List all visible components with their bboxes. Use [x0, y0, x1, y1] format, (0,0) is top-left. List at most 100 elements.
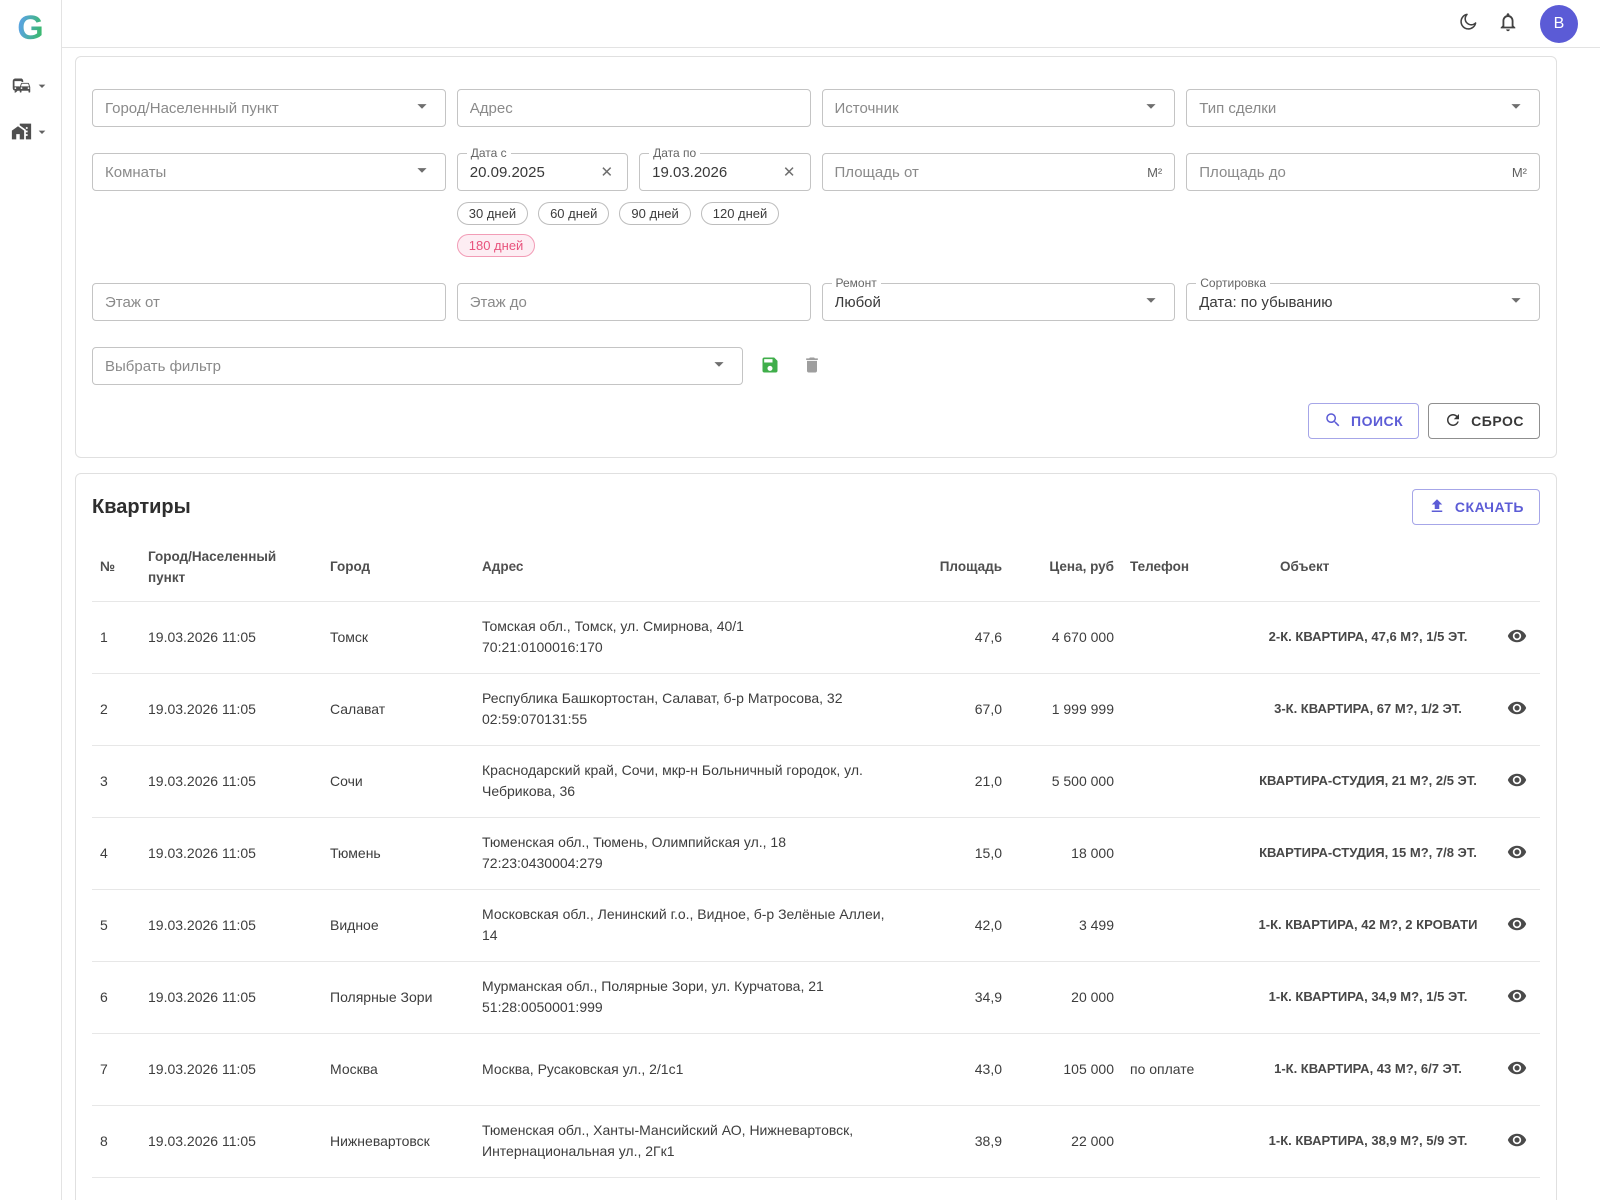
view-button[interactable] — [1504, 1055, 1530, 1084]
chevron-down-icon — [1140, 289, 1162, 315]
floor-to-input[interactable] — [457, 283, 811, 321]
row-object: 1-К. КВАРТИРА, 34,9 М?, 1/5 ЭТ. — [1242, 961, 1494, 1033]
download-button-label: СКАЧАТЬ — [1455, 499, 1524, 515]
address-line: Краснодарский край, Сочи, мкр-н Больничн… — [482, 760, 902, 803]
sidebar-item-realty[interactable] — [9, 117, 52, 149]
area-to-input[interactable] — [1199, 164, 1504, 181]
clear-icon[interactable]: ✕ — [781, 163, 798, 181]
row-price: 105 000 — [1010, 1033, 1122, 1105]
row-price: 3 499 — [1010, 889, 1122, 961]
period-chip[interactable]: 60 дней — [538, 202, 609, 225]
refresh-icon — [1444, 411, 1462, 432]
floor-from-input[interactable] — [92, 283, 446, 321]
col-settlement: Город/Населенный пункт — [140, 535, 322, 601]
save-filter-button[interactable] — [757, 352, 783, 381]
cadastre-line: 51:28:0050001:999 — [482, 997, 902, 1019]
saved-filter-select[interactable]: Выбрать фильтр — [92, 347, 743, 385]
view-button[interactable] — [1504, 983, 1530, 1012]
view-button[interactable] — [1504, 911, 1530, 940]
filter-panel: Город/Населенный пункт Источник — [75, 56, 1557, 458]
row-datetime: 19.03.2026 11:05 — [140, 889, 322, 961]
view-button[interactable] — [1504, 695, 1530, 724]
row-number: 6 — [92, 961, 140, 1033]
rooms-select[interactable]: Комнаты — [92, 153, 446, 191]
row-object: КВАРТИРА-СТУДИЯ, 21 М?, 2/5 ЭТ. — [1242, 745, 1494, 817]
main-content: Город/Населенный пункт Источник — [62, 48, 1600, 1200]
view-button[interactable] — [1504, 1127, 1530, 1156]
cadastre-line: 70:21:0100016:170 — [482, 637, 902, 659]
page-title: Квартиры — [92, 496, 191, 519]
buildings-icon — [11, 121, 32, 145]
source-select[interactable]: Источник — [822, 89, 1176, 127]
chevron-down-icon — [1505, 95, 1527, 121]
date-to-field[interactable]: Дата по 19.03.2026 ✕ — [639, 153, 810, 191]
delete-filter-button[interactable] — [799, 352, 825, 381]
row-number: 1 — [92, 601, 140, 673]
notifications-button[interactable] — [1494, 8, 1522, 39]
row-area: 21,0 — [910, 745, 1010, 817]
sorting-select[interactable]: Сортировка Дата: по убыванию — [1186, 283, 1540, 321]
eye-icon — [1507, 770, 1527, 793]
address-input[interactable] — [457, 89, 811, 127]
row-price: 18 000 — [1010, 817, 1122, 889]
date-from-field[interactable]: Дата с 20.09.2025 ✕ — [457, 153, 628, 191]
renovation-select[interactable]: Ремонт Любой — [822, 283, 1176, 321]
address-line: Мурманская обл., Полярные Зори, ул. Курч… — [482, 976, 902, 998]
period-chip[interactable]: 90 дней — [619, 202, 690, 225]
row-actions — [1494, 673, 1540, 745]
row-city: Тюмень — [322, 817, 474, 889]
chevron-down-icon — [411, 159, 433, 185]
app-logo: G — [17, 9, 43, 47]
avatar[interactable]: B — [1540, 5, 1578, 43]
view-button[interactable] — [1504, 839, 1530, 868]
area-from-input[interactable] — [835, 164, 1140, 181]
chevron-down-icon — [34, 124, 50, 143]
eye-icon — [1507, 626, 1527, 649]
apartments-table: № Город/Населенный пункт Город Адрес Пло… — [92, 535, 1540, 1178]
row-phone — [1122, 601, 1242, 673]
row-address: Томская обл., Томск, ул. Смирнова, 40/1 … — [474, 601, 910, 673]
row-number: 5 — [92, 889, 140, 961]
city-select[interactable]: Город/Населенный пункт — [92, 89, 446, 127]
search-button[interactable]: ПОИСК — [1308, 403, 1419, 439]
period-chip[interactable]: 180 дней — [457, 234, 536, 257]
eye-icon — [1507, 842, 1527, 865]
period-chip[interactable]: 30 дней — [457, 202, 528, 225]
row-object: 1-К. КВАРТИРА, 38,9 М?, 5/9 ЭТ. — [1242, 1105, 1494, 1177]
chevron-down-icon — [708, 353, 730, 379]
row-area: 67,0 — [910, 673, 1010, 745]
sorting-value: Дата: по убыванию — [1199, 294, 1505, 311]
area-to-field[interactable]: М² — [1186, 153, 1540, 191]
row-city: Москва — [322, 1033, 474, 1105]
period-chip[interactable]: 120 дней — [701, 202, 780, 225]
reset-button[interactable]: СБРОС — [1428, 403, 1540, 439]
row-area: 42,0 — [910, 889, 1010, 961]
eye-icon — [1507, 698, 1527, 721]
row-actions — [1494, 745, 1540, 817]
sidebar-item-transport[interactable] — [9, 71, 52, 103]
row-area: 43,0 — [910, 1033, 1010, 1105]
row-price: 20 000 — [1010, 961, 1122, 1033]
clear-icon[interactable]: ✕ — [599, 163, 616, 181]
row-number: 8 — [92, 1105, 140, 1177]
row-phone — [1122, 1105, 1242, 1177]
row-datetime: 19.03.2026 11:05 — [140, 745, 322, 817]
theme-toggle-button[interactable] — [1454, 8, 1482, 39]
view-button[interactable] — [1504, 767, 1530, 796]
table-row: 6 19.03.2026 11:05 Полярные Зори Мурманс… — [92, 961, 1540, 1033]
table-header-row: № Город/Населенный пункт Город Адрес Пло… — [92, 535, 1540, 601]
view-button[interactable] — [1504, 623, 1530, 652]
table-row: 1 19.03.2026 11:05 Томск Томская обл., Т… — [92, 601, 1540, 673]
chevron-down-icon — [34, 78, 50, 97]
row-number: 3 — [92, 745, 140, 817]
download-button[interactable]: СКАЧАТЬ — [1412, 489, 1540, 525]
row-address: Республика Башкортостан, Салават, б-р Ма… — [474, 673, 910, 745]
bell-icon — [1497, 11, 1519, 36]
eye-icon — [1507, 1058, 1527, 1081]
row-city: Полярные Зори — [322, 961, 474, 1033]
col-address: Адрес — [474, 535, 910, 601]
area-from-field[interactable]: М² — [822, 153, 1176, 191]
table-row: 3 19.03.2026 11:05 Сочи Краснодарский кр… — [92, 745, 1540, 817]
deal-type-select[interactable]: Тип сделки — [1186, 89, 1540, 127]
row-object: 1-К. КВАРТИРА, 43 М?, 6/7 ЭТ. — [1242, 1033, 1494, 1105]
